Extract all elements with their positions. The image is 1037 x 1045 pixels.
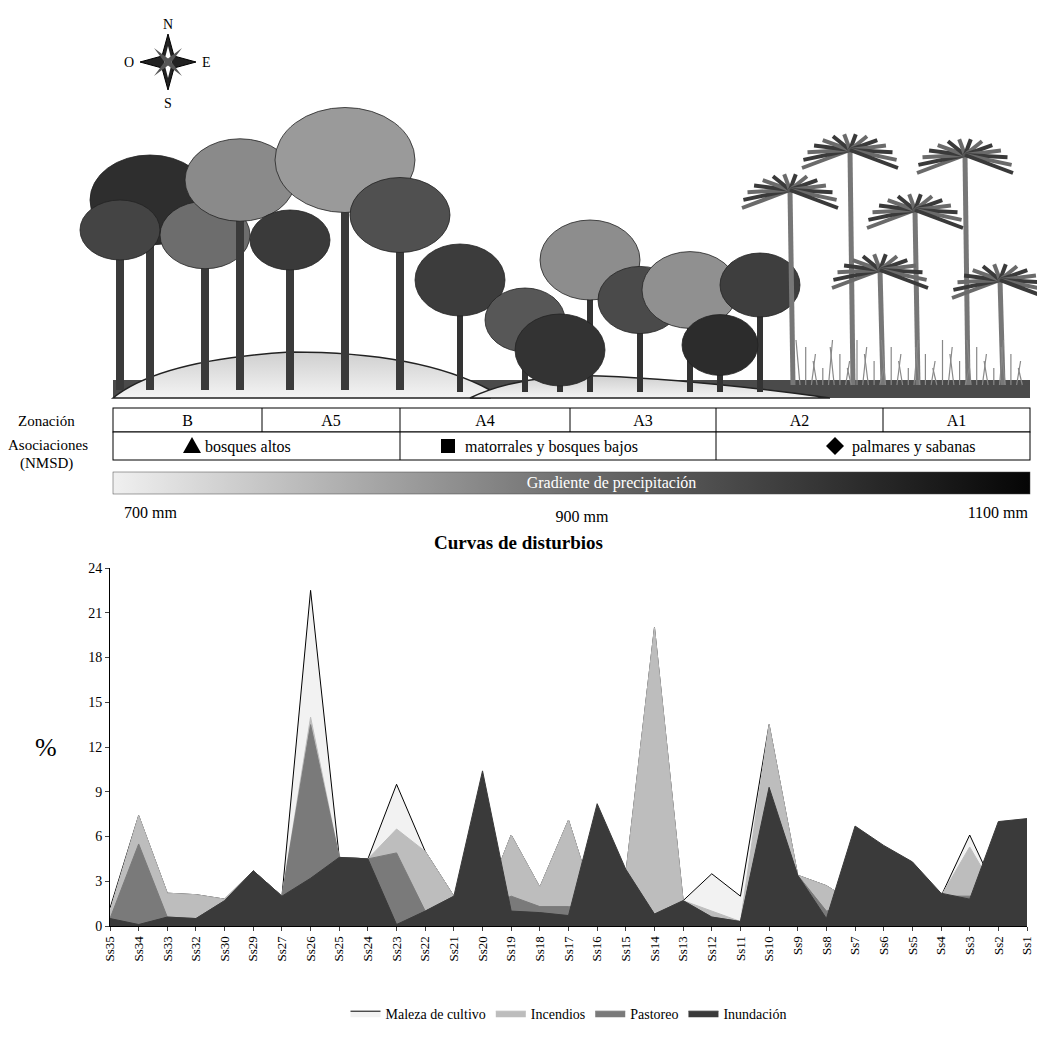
svg-text:E: E [202, 55, 211, 70]
svg-text:N: N [163, 17, 173, 32]
svg-text:Ss25: Ss25 [331, 936, 346, 961]
svg-text:0: 0 [95, 919, 102, 934]
svg-text:Ss17: Ss17 [561, 936, 576, 962]
svg-text:Ss11: Ss11 [733, 936, 748, 961]
svg-text:Ss27: Ss27 [274, 936, 289, 962]
svg-text:6: 6 [95, 829, 102, 844]
svg-text:Ss2: Ss2 [991, 936, 1006, 955]
svg-text:Ss20: Ss20 [475, 936, 490, 961]
svg-text:Ss22: Ss22 [417, 936, 432, 961]
svg-text:Ss26: Ss26 [303, 936, 318, 962]
svg-text:Ss4: Ss4 [933, 936, 948, 955]
svg-text:Ss29: Ss29 [246, 936, 261, 961]
svg-text:21: 21 [88, 606, 102, 621]
svg-text:Ss12: Ss12 [704, 936, 719, 961]
svg-text:Asociaciones: Asociaciones [8, 437, 88, 453]
svg-text:bosques altos: bosques altos [205, 438, 291, 456]
svg-text:Ss16: Ss16 [589, 936, 604, 962]
svg-text:Ss23: Ss23 [389, 936, 404, 961]
svg-text:O: O [124, 55, 134, 70]
svg-text:Curvas de disturbios: Curvas de disturbios [434, 532, 603, 553]
svg-text:Ss15: Ss15 [618, 936, 633, 961]
svg-text:Inundación: Inundación [723, 1007, 786, 1022]
svg-text:Ss1: Ss1 [1019, 936, 1034, 955]
svg-text:Ss8: Ss8 [819, 936, 834, 955]
svg-text:A3: A3 [633, 412, 653, 429]
svg-text:Ss34: Ss34 [131, 936, 146, 962]
svg-text:matorrales y bosques bajos: matorrales y bosques bajos [465, 438, 638, 456]
svg-text:Gradiente de precipitación: Gradiente de precipitación [527, 474, 697, 492]
svg-text:Ss6: Ss6 [876, 936, 891, 955]
svg-text:18: 18 [88, 650, 102, 665]
svg-text:Ss33: Ss33 [160, 936, 175, 961]
svg-text:Ss9: Ss9 [790, 936, 805, 955]
svg-text:Ss18: Ss18 [532, 936, 547, 961]
svg-text:A4: A4 [475, 412, 495, 429]
svg-text:900 mm: 900 mm [556, 508, 609, 525]
svg-text:Maleza de cultivo: Maleza de cultivo [386, 1007, 486, 1022]
svg-text:Ss35: Ss35 [102, 936, 117, 961]
svg-text:Ss19: Ss19 [503, 936, 518, 961]
svg-text:Ss30: Ss30 [217, 936, 232, 961]
svg-text:A2: A2 [790, 412, 810, 429]
svg-text:Ss21: Ss21 [446, 936, 461, 961]
svg-text:9: 9 [95, 785, 102, 800]
svg-text:A5: A5 [321, 412, 341, 429]
svg-text:Ss13: Ss13 [675, 936, 690, 961]
svg-text:Ss24: Ss24 [360, 936, 375, 962]
svg-text:12: 12 [88, 740, 102, 755]
svg-text:1100 mm: 1100 mm [968, 504, 1029, 521]
svg-text:Ss10: Ss10 [761, 936, 776, 961]
svg-text:B: B [182, 412, 193, 429]
svg-text:Pastoreo: Pastoreo [630, 1007, 678, 1022]
svg-text:15: 15 [88, 695, 102, 710]
svg-text:A1: A1 [947, 412, 967, 429]
svg-text:Ss14: Ss14 [647, 936, 662, 962]
svg-text:palmares y sabanas: palmares y sabanas [852, 438, 976, 456]
svg-text:Ss3: Ss3 [962, 936, 977, 955]
svg-text:3: 3 [95, 874, 102, 889]
svg-text:Ss32: Ss32 [188, 936, 203, 961]
svg-text:700 mm: 700 mm [124, 504, 177, 521]
svg-text:Zonación: Zonación [18, 413, 75, 429]
svg-text:Ss5: Ss5 [905, 936, 920, 955]
svg-text:(NMSD): (NMSD) [20, 455, 73, 472]
svg-text:Ss7: Ss7 [847, 936, 862, 955]
svg-text:S: S [164, 96, 172, 111]
svg-text:24: 24 [88, 561, 102, 576]
svg-text:%: % [35, 733, 57, 762]
svg-text:Incendios: Incendios [531, 1007, 585, 1022]
